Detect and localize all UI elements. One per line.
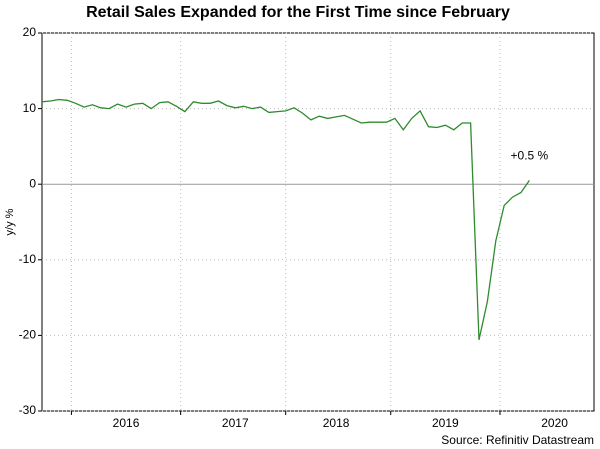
y-tick-label: 0 [29, 176, 36, 190]
x-tick-label: 2018 [323, 416, 350, 430]
data-line [41, 98, 530, 341]
x-tick-label: 2017 [222, 416, 249, 430]
y-tick-label: -10 [19, 252, 37, 266]
x-tick-label: 2016 [113, 416, 140, 430]
x-tick-label: 2020 [541, 416, 568, 430]
y-axis-label: y/y % [4, 208, 16, 235]
y-tick-label: 20 [23, 25, 37, 39]
annotation: +0.5 % [511, 149, 549, 163]
plot-frame [41, 32, 595, 412]
chart-title: Retail Sales Expanded for the First Time… [86, 4, 510, 21]
x-tick-label: 2019 [432, 416, 459, 430]
source: Source: Refinitiv Datastream [441, 433, 594, 447]
y-tick-label: 10 [23, 101, 37, 115]
y-tick-label: -30 [19, 403, 37, 417]
y-tick-label: -20 [19, 328, 37, 342]
